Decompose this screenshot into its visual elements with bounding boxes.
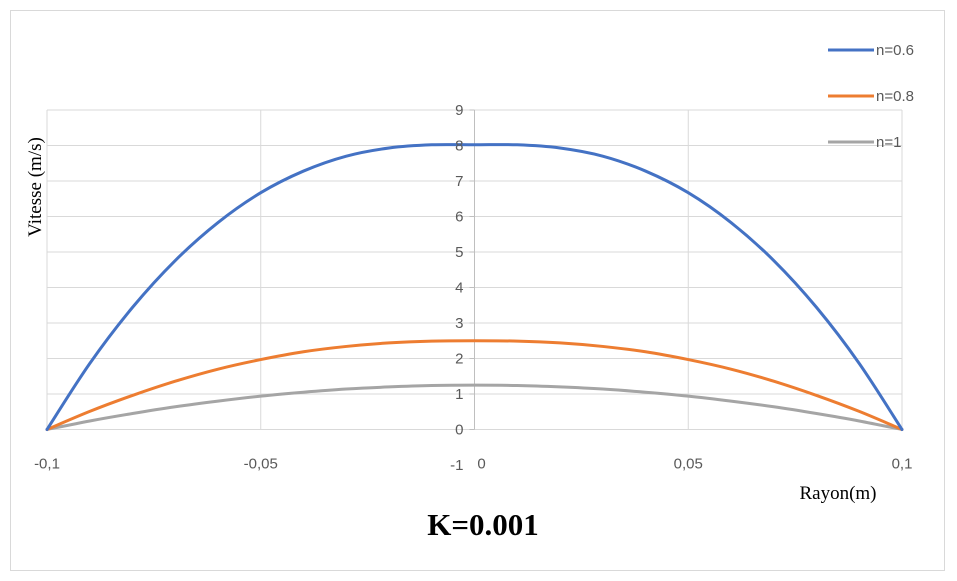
y-tick-label: 4 — [455, 280, 463, 297]
y-tick-label: 8 — [455, 138, 463, 155]
legend: n=0.6 n=0.8 n=1 — [828, 42, 914, 151]
y-tick-label: 9 — [455, 102, 463, 119]
y-tick-label: 2 — [455, 351, 463, 368]
y-tick-label: 6 — [455, 209, 463, 226]
chart-frame — [10, 10, 945, 571]
x-tick-label: -0,1 — [34, 456, 60, 473]
legend-label: n=0.8 — [876, 88, 914, 105]
x-tick-label: 0 — [477, 456, 485, 473]
x-axis-title: Rayon(m) — [799, 483, 876, 504]
legend-label: n=0.6 — [876, 42, 914, 59]
y-tick-label: 0 — [455, 422, 463, 439]
k-annotation: K=0.001 — [427, 507, 539, 542]
x-tick-label: 0,1 — [892, 456, 913, 473]
series-line-n-0-6 — [45, 143, 904, 431]
legend-label: n=1 — [876, 134, 901, 151]
y-tick-label: -1 — [450, 457, 463, 474]
y-tick-label: 7 — [455, 173, 463, 190]
series-line-n-0-8 — [45, 339, 904, 431]
y-tick-label: 5 — [455, 244, 463, 261]
y-tick-label: 3 — [455, 315, 463, 332]
y-axis-title: Vitesse (m/s) — [25, 137, 46, 237]
series-line-n-1 — [45, 383, 904, 431]
series-lines — [45, 143, 904, 431]
grid — [46, 109, 903, 430]
x-tick-label: -0,05 — [244, 456, 278, 473]
y-tick-label: 1 — [455, 386, 463, 403]
tick-labels: -1 0 1 2 3 4 5 6 7 8 9 -0,1 -0,05 0 0,05 0,1 — [34, 102, 912, 474]
x-tick-label: 0,05 — [674, 456, 703, 473]
